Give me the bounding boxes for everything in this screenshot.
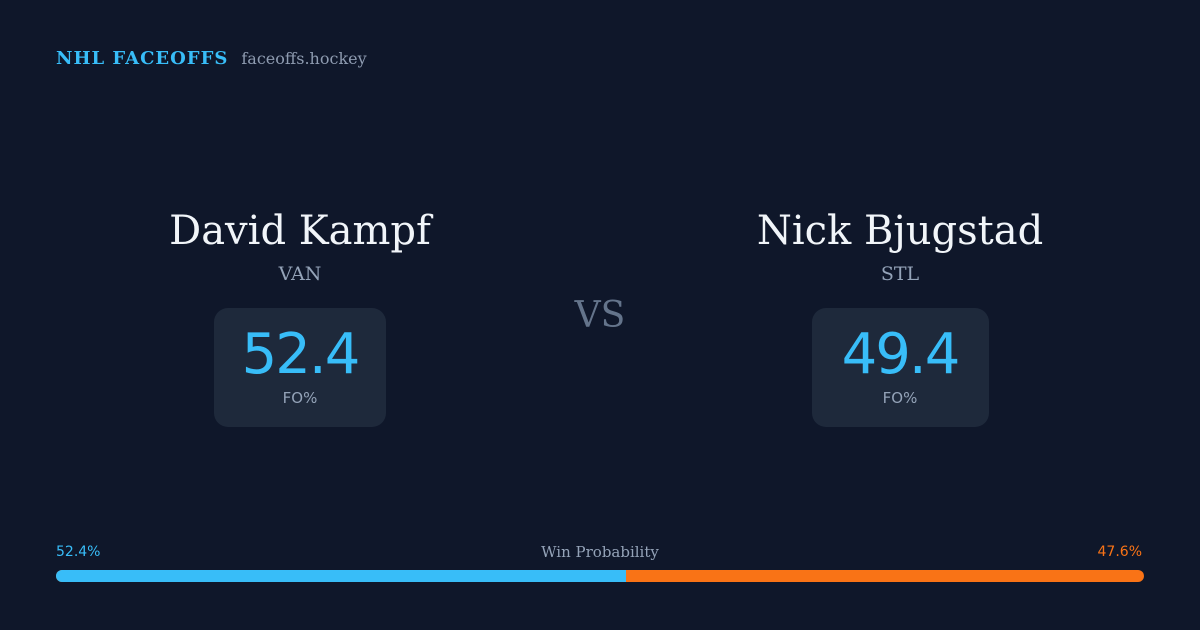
player-right-team: STL <box>880 263 920 285</box>
win-probability-title: Win Probability <box>541 543 659 561</box>
player-right-stat-label: FO% <box>882 389 918 407</box>
brand-name: NHL FACEOFFS <box>56 48 229 69</box>
win-probability-bar <box>56 570 1144 582</box>
player-left-stat-card: 52.4 FO% <box>214 308 386 427</box>
win-probability-left-fill <box>56 570 627 582</box>
player-right-name: Nick Bjugstad <box>756 208 1044 254</box>
player-left-team: VAN <box>278 263 322 285</box>
player-left-stat-label: FO% <box>282 389 318 407</box>
win-probability-left-label: 52.4% <box>56 544 101 560</box>
player-right-stat-value: 49.4 <box>841 322 961 387</box>
brand-domain: faceoffs.hockey <box>241 49 367 68</box>
player-right-stat-card: 49.4 FO% <box>811 308 989 427</box>
player-left-name: David Kampf <box>169 208 431 254</box>
player-left: David Kampf VAN 52.4 FO% <box>100 205 500 427</box>
player-left-stat-value: 52.4 <box>241 322 361 387</box>
player-right: Nick Bjugstad STL 49.4 FO% <box>700 205 1100 427</box>
win-probability-right-label: 47.6% <box>1097 544 1142 560</box>
vs-label: VS <box>574 295 626 336</box>
brand: NHL FACEOFFS faceoffs.hockey <box>56 48 367 69</box>
